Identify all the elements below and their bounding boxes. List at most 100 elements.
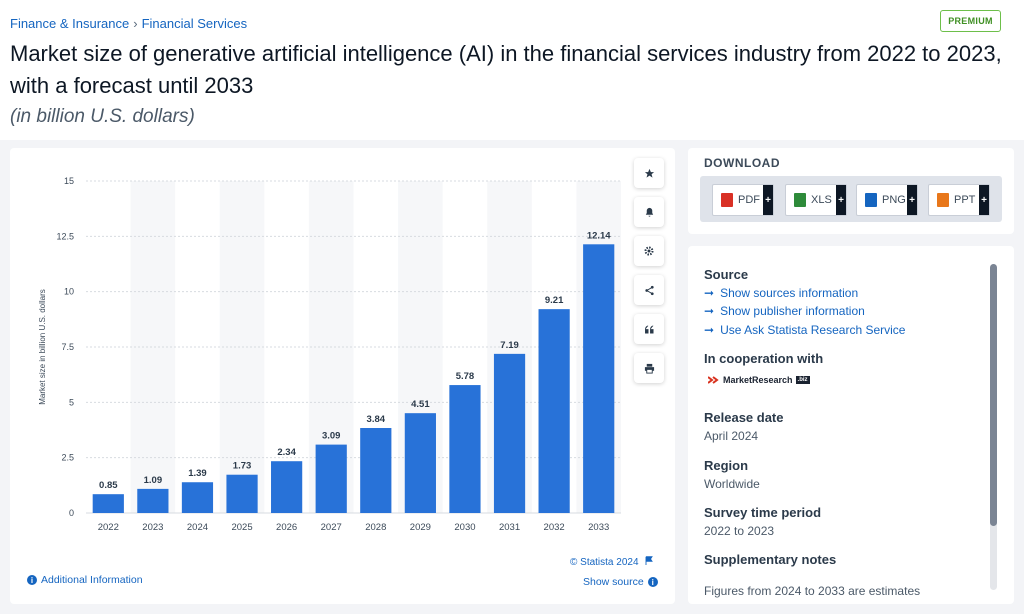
region-value: Worldwide	[704, 477, 760, 491]
statista-credit-text: © Statista 2024	[570, 557, 639, 568]
download-card: DOWNLOAD PDF + XLS + PNG + PPT +	[688, 148, 1014, 234]
y-tick-label: 12.5	[56, 231, 74, 241]
additional-information-link[interactable]: i Additional Information	[27, 574, 143, 586]
details-card: Source ➞ Show sources information ➞ Show p…	[688, 246, 1014, 604]
marketresearch-logo: MarketResearch .biz	[708, 375, 810, 385]
data-label-2025: 1.73	[233, 461, 252, 472]
data-label-2026: 2.34	[277, 447, 296, 458]
bar-2033	[583, 244, 615, 513]
breadcrumb-item-financial-services[interactable]: Financial Services	[141, 16, 248, 31]
bar-2032	[538, 309, 570, 513]
bar-2028	[360, 428, 392, 513]
x-tick-label-2022: 2022	[98, 522, 119, 533]
show-source-link[interactable]: Show source i	[583, 576, 658, 588]
chart-toolbar	[634, 158, 664, 392]
data-label-2029: 4.51	[411, 399, 430, 410]
print-icon	[644, 363, 654, 374]
settings-button[interactable]	[634, 236, 664, 266]
download-ppt-label: PPT	[954, 194, 976, 206]
plus-icon: +	[836, 185, 846, 215]
arrow-right-icon: ➞	[704, 323, 715, 337]
region-heading: Region	[704, 458, 749, 473]
png-file-icon	[865, 193, 877, 207]
x-tick-label-2030: 2030	[454, 522, 475, 533]
cite-button[interactable]	[634, 314, 664, 344]
bar-chart: 0 2.5 5 7.5 10 12.5 15 Market size in billion U…	[38, 176, 621, 533]
notification-button[interactable]	[634, 197, 664, 227]
quote-icon	[644, 324, 654, 334]
show-source-label: Show source	[583, 576, 644, 588]
data-label-2030: 5.78	[456, 371, 475, 382]
download-xls-button[interactable]: XLS +	[785, 184, 847, 216]
page-subtitle: (in billion U.S. dollars)	[10, 106, 195, 127]
data-label-2028: 3.84	[367, 414, 386, 425]
y-tick-label: 5	[69, 397, 74, 407]
bar-2022	[92, 494, 124, 513]
x-tick-label-2024: 2024	[187, 522, 208, 533]
ask-statista-link[interactable]: ➞ Use Ask Statista Research Service	[704, 323, 905, 337]
bar-2025	[226, 474, 258, 513]
x-tick-label-2028: 2028	[365, 522, 386, 533]
bar-2031	[493, 353, 526, 513]
link-label: Show sources information	[720, 286, 859, 300]
marketresearch-logo-text: MarketResearch	[723, 375, 793, 385]
download-pdf-button[interactable]: PDF +	[712, 184, 774, 216]
data-label-2027: 3.09	[322, 431, 341, 442]
data-label-2032: 9.21	[545, 295, 564, 306]
supplementary-notes-heading: Supplementary notes	[704, 552, 837, 567]
y-tick-label: 7.5	[61, 342, 74, 352]
bar-2024	[181, 482, 214, 513]
release-date-value: April 2024	[704, 429, 759, 443]
survey-period-heading: Survey time period	[704, 505, 822, 520]
link-label: Show publisher information	[720, 304, 865, 318]
header-area: Finance & Insurance › Financial Services P…	[0, 0, 1024, 140]
cooperation-heading: In cooperation with	[704, 351, 824, 366]
column-band	[130, 181, 176, 513]
bar-2023	[137, 488, 169, 513]
breadcrumb: Finance & Insurance › Financial Services	[10, 16, 247, 31]
download-title: DOWNLOAD	[704, 156, 780, 170]
bar-2026	[271, 461, 303, 513]
show-publisher-information-link[interactable]: ➞ Show publisher information	[704, 304, 865, 318]
share-button[interactable]	[634, 275, 664, 305]
x-tick-label-2025: 2025	[231, 522, 252, 533]
plus-icon: +	[907, 185, 917, 215]
show-sources-information-link[interactable]: ➞ Show sources information	[704, 286, 858, 300]
marketresearch-mark-icon	[708, 376, 719, 384]
info-icon: i	[647, 577, 658, 587]
details-scrollbar-thumb[interactable]	[990, 264, 997, 526]
y-tick-label: 0	[69, 508, 74, 518]
bar-2027	[315, 444, 347, 513]
chart-card: 0 2.5 5 7.5 10 12.5 15 Market size in billion U…	[10, 148, 675, 604]
bar-2030	[449, 385, 481, 513]
marketresearch-logo-tag: .biz	[795, 376, 810, 384]
print-button[interactable]	[634, 353, 664, 383]
y-tick-label: 10	[64, 287, 74, 297]
x-tick-label-2031: 2031	[499, 522, 520, 533]
breadcrumb-item-finance-insurance[interactable]: Finance & Insurance	[10, 16, 130, 31]
arrow-right-icon: ➞	[704, 286, 715, 300]
source-heading: Source	[704, 267, 749, 282]
x-tick-label-2029: 2029	[410, 522, 431, 533]
premium-badge[interactable]: PREMIUM	[940, 10, 1001, 32]
statista-credit[interactable]: © Statista 2024	[570, 556, 654, 568]
survey-period-value: 2022 to 2023	[704, 524, 775, 538]
breadcrumb-separator: ›	[133, 16, 138, 31]
x-tick-label-2032: 2032	[544, 522, 565, 533]
pdf-file-icon	[721, 193, 733, 207]
y-tick-label: 15	[64, 176, 74, 186]
info-icon: i	[27, 575, 37, 585]
download-buttons: PDF + XLS + PNG + PPT +	[700, 176, 1002, 222]
y-tick-label: 2.5	[61, 453, 74, 463]
data-label-2023: 1.09	[144, 475, 163, 486]
download-png-label: PNG	[882, 194, 906, 206]
bell-icon	[645, 207, 653, 217]
arrow-right-icon: ➞	[704, 304, 715, 318]
favorite-button[interactable]	[634, 158, 664, 188]
x-tick-label-2026: 2026	[276, 522, 297, 533]
download-ppt-button[interactable]: PPT +	[928, 184, 990, 216]
plus-icon: +	[763, 185, 773, 215]
plus-icon: +	[979, 185, 989, 215]
page-title: Market size of generative artificial int…	[10, 41, 1002, 98]
download-png-button[interactable]: PNG +	[856, 184, 918, 216]
